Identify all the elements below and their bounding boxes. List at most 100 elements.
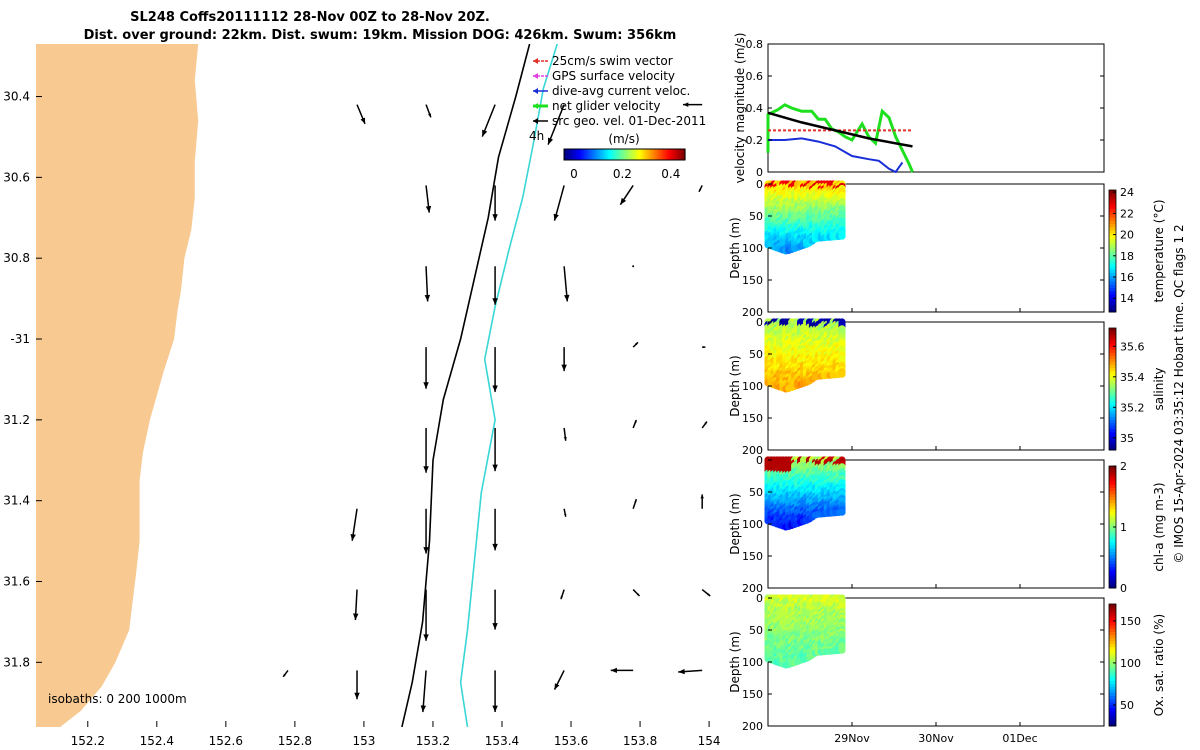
colorbar-segment bbox=[644, 149, 648, 160]
current-vector bbox=[481, 104, 496, 137]
colorbar-segment bbox=[1109, 569, 1116, 574]
profile-y-tick-label: 50 bbox=[749, 624, 763, 637]
isobaths-label: isobaths: 0 200 1000m bbox=[48, 692, 187, 706]
legend-label: dive-avg current veloc. bbox=[552, 84, 690, 98]
current-vector bbox=[702, 345, 706, 349]
profile-colorbar-tick-label: 50 bbox=[1120, 699, 1134, 712]
profile-colorbar-tick-label: 35.6 bbox=[1120, 340, 1145, 353]
colorbar-segment bbox=[1109, 604, 1116, 608]
profile-colorbar: 50 100 150 Ox. sat. ratio (%) bbox=[1108, 603, 1166, 727]
colorbar-segment bbox=[640, 149, 644, 160]
map-y-tick-label: 31.6 bbox=[3, 575, 30, 589]
colorbar-segment bbox=[1109, 223, 1116, 228]
colorbar-segment bbox=[676, 149, 680, 160]
map-y-tick-label: -31 bbox=[10, 332, 30, 346]
profile-y-tick-label: 100 bbox=[742, 656, 763, 669]
profile-cell bbox=[838, 508, 846, 516]
colorbar-segment bbox=[1109, 572, 1116, 577]
colorbar-segment bbox=[678, 149, 682, 160]
colorbar-segment bbox=[1109, 361, 1116, 366]
colorbar-segment bbox=[1109, 527, 1116, 531]
profile-y-tick-label: 150 bbox=[742, 688, 763, 701]
legend-entry: dive-avg current veloc. bbox=[533, 84, 690, 98]
colorbar-segment bbox=[1109, 308, 1116, 313]
profile-y-label: Depth (m) bbox=[728, 631, 742, 692]
colorbar-segment bbox=[1109, 710, 1116, 715]
velocity-y-tick-label: 0.6 bbox=[746, 70, 764, 83]
colorbar-segment bbox=[1109, 395, 1116, 399]
colorbar-segment bbox=[1109, 502, 1116, 507]
map-y-tick-label: 30.4 bbox=[3, 90, 30, 104]
colorbar-segment bbox=[600, 149, 603, 160]
current-vector bbox=[561, 347, 567, 372]
colorbar-segment bbox=[658, 149, 662, 160]
colorbar-segment bbox=[1109, 238, 1116, 243]
colorbar-segment bbox=[1109, 407, 1116, 411]
colorbar-segment bbox=[1109, 272, 1116, 276]
profile-y-tick-label: 150 bbox=[742, 412, 763, 425]
current-vector bbox=[492, 266, 498, 305]
colorbar-segment bbox=[1109, 686, 1116, 690]
colorbar-segment bbox=[1109, 379, 1116, 384]
colorbar-segment bbox=[662, 149, 666, 160]
profile-colorbar-tick-label: 35 bbox=[1120, 432, 1134, 445]
current-vector bbox=[682, 102, 703, 107]
current-vector bbox=[701, 421, 708, 429]
title-line-1: SL248 Coffs20111112 28-Nov 00Z to 28-Nov… bbox=[130, 10, 490, 25]
current-vector bbox=[354, 670, 360, 700]
profile-y-tick-label: 0 bbox=[756, 592, 763, 605]
colorbar-segment bbox=[648, 149, 652, 160]
colorbar-segment bbox=[1109, 208, 1116, 212]
colorbar-segment bbox=[1109, 466, 1116, 470]
current-vector bbox=[701, 589, 711, 597]
profile-colorbar-tick-label: 35.2 bbox=[1120, 401, 1145, 414]
current-vector bbox=[632, 589, 641, 597]
profile-data-cells bbox=[764, 594, 846, 669]
isobath-0m-line bbox=[401, 44, 531, 727]
colorbar-segment bbox=[1109, 661, 1116, 666]
colorbar-segment bbox=[1109, 392, 1116, 396]
profile-colorbar-tick-label: 35.4 bbox=[1120, 371, 1145, 384]
colorbar-segment bbox=[1109, 196, 1116, 200]
colorbar-segment bbox=[1109, 202, 1116, 206]
profile-y-tick-label: 200 bbox=[742, 582, 763, 595]
colorbar-segment bbox=[1109, 677, 1116, 681]
duration-annotation: 4h bbox=[529, 129, 544, 143]
colorbar-segment bbox=[1109, 328, 1116, 332]
colorbar-segment bbox=[1109, 355, 1116, 359]
colorbar-segment bbox=[610, 149, 613, 160]
colorbar-segment bbox=[1109, 376, 1116, 381]
velocity-y-tick-label: 0 bbox=[756, 166, 763, 179]
coastline-land bbox=[36, 44, 199, 727]
colorbar-segment bbox=[1109, 719, 1116, 724]
colorbar-segment bbox=[1109, 631, 1116, 635]
colorbar-segment bbox=[1109, 334, 1116, 338]
colorbar-segment bbox=[1109, 205, 1116, 209]
colorbar-segment bbox=[1109, 665, 1116, 669]
legend-entry: net glider velocity bbox=[533, 99, 660, 113]
colorbar-segment bbox=[1109, 481, 1116, 485]
velocity-axes bbox=[767, 43, 1105, 173]
colorbar-segment bbox=[1109, 517, 1116, 522]
colorbar-segment bbox=[1109, 646, 1116, 651]
colorbar-segment bbox=[570, 149, 573, 160]
colorbar-segment bbox=[1109, 634, 1116, 639]
current-vector bbox=[492, 670, 498, 713]
colorbar-segment bbox=[632, 149, 636, 160]
colorbar-segment bbox=[1109, 514, 1116, 519]
isobath-200m-line bbox=[459, 44, 558, 727]
colorbar-segment bbox=[1109, 655, 1116, 660]
colorbar-segment bbox=[1109, 511, 1116, 516]
colorbar-segment bbox=[674, 149, 678, 160]
current-vector bbox=[492, 185, 498, 221]
colorbar-segment bbox=[1109, 263, 1116, 267]
colorbar-segment bbox=[650, 149, 654, 160]
current-vector bbox=[423, 347, 429, 389]
colorbar-segment bbox=[1109, 689, 1116, 693]
map-x-tick-label: 153.4 bbox=[485, 734, 519, 748]
map-panel: 152.2 152.4 152.6 152.8 153 153.2 153.4 153.6 15… bbox=[3, 44, 721, 748]
current-vector bbox=[282, 669, 289, 678]
colorbar-segment bbox=[1109, 226, 1116, 231]
colorbar-tick-label: 0.2 bbox=[613, 167, 632, 181]
current-vector bbox=[420, 670, 427, 713]
